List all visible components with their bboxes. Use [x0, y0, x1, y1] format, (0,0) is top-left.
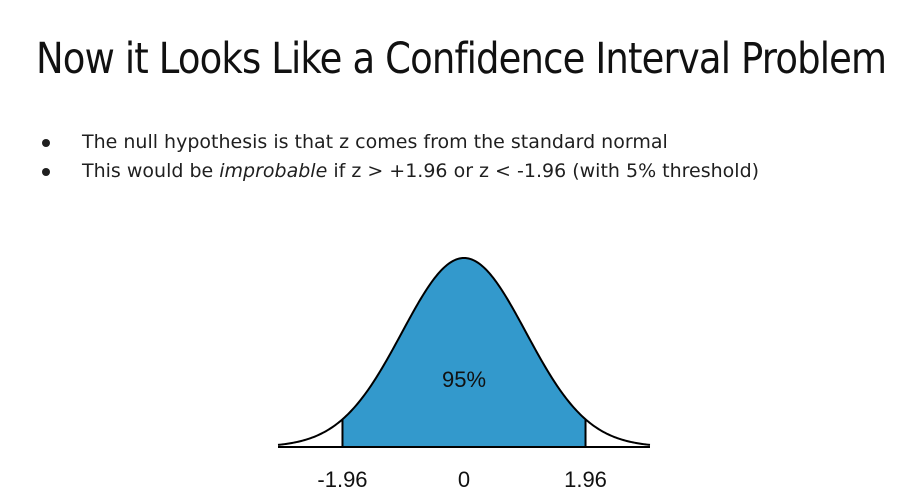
normal-distribution-chart: 95% -1.96 0 1.96: [270, 245, 660, 500]
bullet-emphasis: improbable: [219, 160, 328, 182]
bullet-item: The null hypothesis is that z comes from…: [40, 128, 759, 157]
bullet-text: The null hypothesis is that z comes from…: [82, 131, 668, 153]
slide-title: Now it Looks Like a Confidence Interval …: [36, 34, 887, 84]
x-tick-label: -1.96: [317, 467, 367, 492]
x-tick-label: 0: [458, 467, 470, 492]
x-tick-labels: -1.96 0 1.96: [317, 467, 607, 492]
shaded-area-label: 95%: [442, 367, 486, 392]
chart-canvas: 95% -1.96 0 1.96: [277, 256, 651, 492]
x-tick-label: 1.96: [564, 467, 607, 492]
bullet-dot-icon: [42, 168, 50, 176]
shaded-area-95: [342, 258, 586, 447]
bullet-list: The null hypothesis is that z comes from…: [40, 128, 759, 186]
bullet-text-end: if z > +1.96 or z < -1.96 (with 5% thres…: [327, 160, 760, 182]
bullet-item: This would be improbable if z > +1.96 or…: [40, 157, 759, 186]
bullet-dot-icon: [42, 139, 50, 147]
normal-curve-line: [277, 256, 651, 446]
bullet-text-start: This would be: [82, 160, 220, 182]
